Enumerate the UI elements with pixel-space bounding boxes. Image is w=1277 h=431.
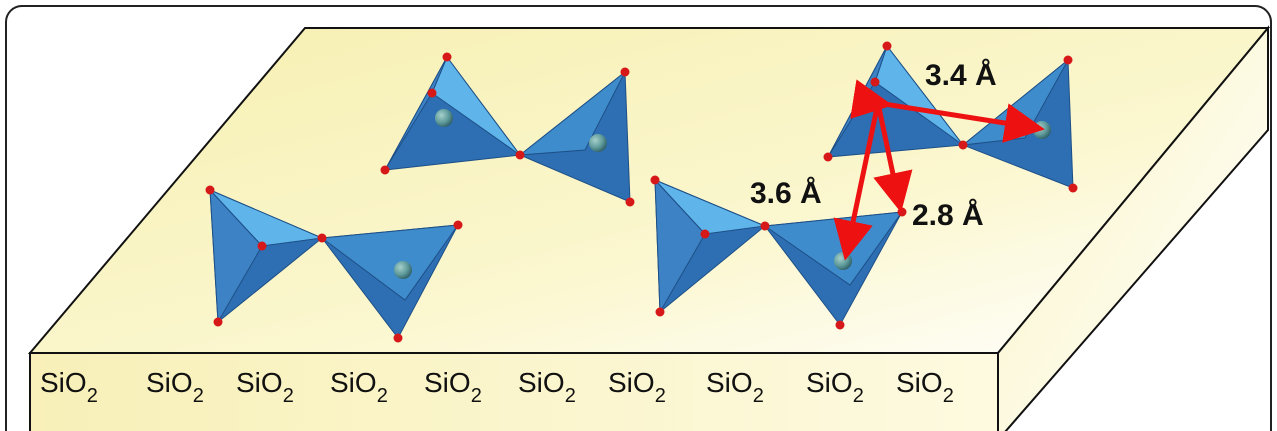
distance-arrows [833, 79, 1045, 261]
formula-main: SiO [518, 367, 565, 398]
metal-atom [834, 252, 852, 270]
formula-main: SiO [424, 367, 471, 398]
outer-border [5, 5, 1272, 431]
formula-sub: 2 [753, 385, 764, 407]
formula-sub: 2 [283, 385, 294, 407]
metal-atom [435, 109, 453, 127]
formula-main: SiO [40, 367, 87, 398]
formula-main: SiO [706, 367, 753, 398]
svg-text:SiO2: SiO2 [146, 367, 204, 407]
metal-atom [589, 134, 607, 152]
formula-sub: 2 [943, 385, 954, 407]
tetrahedron-pair-top [384, 55, 631, 203]
distance-label-3-4: 3.4 Å [925, 59, 997, 92]
tetrahedron-pair-left [209, 188, 460, 339]
svg-text:SiO2: SiO2 [518, 367, 576, 407]
svg-text:SiO2: SiO2 [40, 367, 98, 407]
formula-main: SiO [896, 367, 943, 398]
svg-text:SiO2: SiO2 [896, 367, 954, 407]
formula-sub: 2 [87, 385, 98, 407]
formula-main: SiO [330, 367, 377, 398]
formula-sub: 2 [377, 385, 388, 407]
distance-label-2-8: 2.8 Å [912, 199, 984, 232]
substrate-front-face [29, 352, 999, 431]
svg-text:SiO2: SiO2 [330, 367, 388, 407]
metal-atom [1033, 121, 1051, 139]
svg-text:SiO2: SiO2 [424, 367, 482, 407]
formula-main: SiO [608, 367, 655, 398]
distance-label-3-6: 3.6 Å [750, 177, 822, 210]
formula-sub: 2 [853, 385, 864, 407]
metal-atom [394, 261, 412, 279]
svg-text:SiO2: SiO2 [806, 367, 864, 407]
formula-main: SiO [236, 367, 283, 398]
svg-text:SiO2: SiO2 [608, 367, 666, 407]
substrate-side-face [997, 25, 1269, 431]
svg-text:SiO2: SiO2 [236, 367, 294, 407]
formula-main: SiO [146, 367, 193, 398]
formula-sub: 2 [193, 385, 204, 407]
formula-main: SiO [806, 367, 853, 398]
substrate-formula-row: SiO2 SiO2 SiO2 SiO2 SiO2 SiO2 SiO2 SiO2 … [40, 367, 954, 407]
formula-sub: 2 [655, 385, 666, 407]
svg-text:SiO2: SiO2 [706, 367, 764, 407]
formula-sub: 2 [565, 385, 576, 407]
formula-sub: 2 [471, 385, 482, 407]
